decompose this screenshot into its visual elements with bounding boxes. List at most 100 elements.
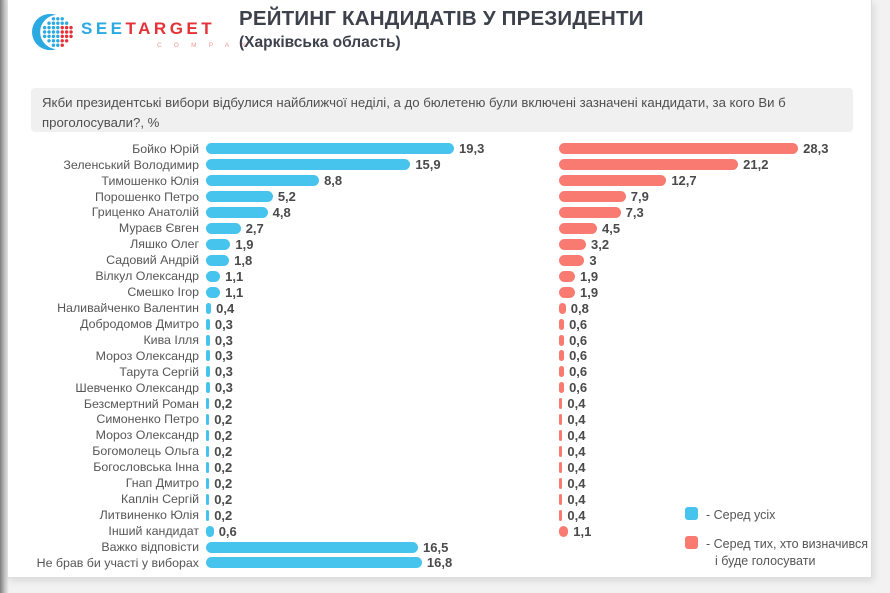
value-label-all: 0,2	[214, 396, 233, 412]
bar-cell-all: 0,4	[206, 302, 559, 315]
chart-row: Вілкул Олександр 1,1 1,9	[31, 268, 853, 284]
chart-row: Тарута Сергій 0,3 0,6	[31, 364, 853, 380]
survey-question: Якби президентські вибори відбулися найб…	[31, 88, 853, 132]
legend-label-decided: - Серед тих, хто визначився і буде голос…	[706, 536, 868, 569]
bar-cell-decided: 7,3	[559, 206, 853, 219]
bar-all	[206, 143, 454, 155]
logo-company-text: C O M P A N Y	[157, 42, 268, 49]
bar-cell-all: 0,2	[206, 429, 559, 442]
value-label-decided: 0,4	[567, 491, 586, 507]
chart-legend: - Серед усіх - Серед тих, хто визначився…	[685, 507, 871, 582]
bar-cell-decided: 0,4	[559, 413, 853, 426]
bar-cell-all: 0,2	[206, 509, 559, 522]
value-label-decided: 4,5	[602, 221, 621, 237]
candidate-label: Вілкул Олександр	[95, 269, 199, 284]
bar-all	[206, 557, 422, 569]
bar-cell-decided: 1,9	[559, 270, 853, 283]
bar-cell-all: 1,8	[206, 254, 559, 267]
bar-all	[206, 509, 210, 521]
bar-all	[206, 350, 210, 362]
bar-all	[206, 445, 210, 457]
candidate-label: Не брав би участі у виборах	[36, 555, 199, 570]
chart-row: Гнап Дмитро 0,2 0,4	[31, 475, 853, 491]
candidate-label: Мураєв Євген	[118, 221, 199, 236]
bar-all	[206, 270, 221, 282]
value-label-decided: 1,9	[580, 268, 599, 284]
bar-cell-decided: 0,4	[559, 397, 853, 410]
value-label-decided: 0,6	[569, 364, 588, 380]
value-label-decided: 0,6	[569, 316, 588, 332]
candidate-label: Бойко Юрій	[132, 141, 199, 156]
bar-cell-decided: 0,4	[559, 477, 853, 490]
value-label-decided: 0,8	[570, 300, 589, 316]
candidate-label: Кива Ілля	[143, 332, 199, 347]
chart-row: Інший кандидат 0,6 1,1	[31, 523, 853, 539]
bar-decided	[559, 493, 563, 505]
legend-swatch-blue-icon	[685, 507, 698, 520]
bar-cell-all: 1,1	[206, 286, 559, 299]
bar-cell-all: 5,2	[206, 190, 559, 203]
bar-cell-decided: 0,4	[559, 509, 853, 522]
value-label-all: 0,2	[214, 475, 233, 491]
value-label-all: 4,8	[272, 205, 291, 221]
bar-cell-decided: 0,6	[559, 318, 853, 331]
chart-row: Каплін Сергій 0,2 0,4	[31, 491, 853, 507]
bar-cell-all: 0,2	[206, 413, 559, 426]
bar-cell-all: 4,8	[206, 206, 559, 219]
value-label-decided: 7,3	[625, 205, 644, 221]
value-label-decided: 0,4	[567, 428, 586, 444]
bar-decided	[559, 302, 566, 314]
candidate-label: Зеленський Володимир	[63, 157, 199, 172]
bar-decided	[559, 334, 565, 346]
bar-cell-decided: 3	[559, 254, 853, 267]
value-label-all: 0,3	[214, 316, 233, 332]
legend-swatch-red-icon	[685, 536, 698, 550]
bar-all	[206, 366, 210, 378]
value-label-decided: 0,4	[567, 459, 586, 475]
bar-cell-all: 0,2	[206, 493, 559, 506]
value-label-all: 0,3	[214, 380, 233, 396]
bar-decided	[559, 430, 563, 442]
logo-see-text: SEE	[81, 19, 126, 38]
bar-cell-all: 0,2	[206, 477, 559, 490]
chart-row: Садовий Андрій 1,8 3	[31, 252, 853, 268]
value-label-all: 0,2	[214, 428, 233, 444]
candidate-label: Тарута Сергій	[119, 364, 199, 379]
bar-decided	[559, 350, 565, 362]
bar-all	[206, 175, 320, 187]
bar-decided	[559, 238, 587, 250]
value-label-all: 0,2	[214, 412, 233, 428]
candidate-label: Каплін Сергій	[120, 492, 199, 507]
value-label-all: 15,9	[415, 157, 441, 173]
bar-decided	[559, 398, 563, 410]
bar-cell-all: 1,9	[206, 238, 559, 251]
bar-cell-decided: 0,4	[559, 429, 853, 442]
bar-decided	[559, 318, 565, 330]
chart-rows: Бойко Юрій 19,3 28,3 Зеленський Володимир 15…	[31, 141, 853, 571]
value-label-decided: 3	[589, 252, 597, 268]
chart-row: Добродомов Дмитро 0,3 0,6	[31, 316, 853, 332]
bar-cell-decided: 28,3	[559, 142, 853, 155]
value-label-decided: 0,6	[569, 332, 588, 348]
legend-item-all: - Серед усіх	[685, 507, 871, 523]
value-label-all: 1,1	[225, 284, 244, 300]
bar-all	[206, 461, 210, 473]
chart-row: Богословська Інна 0,2 0,4	[31, 459, 853, 475]
bar-cell-decided: 0,6	[559, 334, 853, 347]
candidate-label: Наливайченко Валентин	[57, 300, 199, 315]
value-label-decided: 1,9	[580, 284, 599, 300]
page-title: РЕЙТИНГ КАНДИДАТІВ У ПРЕЗИДЕНТИ	[239, 7, 644, 30]
candidate-label: Мороз Олександр	[95, 428, 199, 443]
bar-cell-all: 16,8	[206, 556, 559, 569]
bar-all	[206, 286, 221, 298]
value-label-all: 0,3	[214, 348, 233, 364]
bar-decided	[559, 525, 569, 537]
chart-row: Зеленський Володимир 15,9 21,2	[31, 157, 853, 173]
candidate-label: Шевченко Олександр	[75, 380, 199, 395]
bar-decided	[559, 382, 565, 394]
chart-row: Мороз Олександр 0,3 0,6	[31, 348, 853, 364]
bar-cell-all: 0,3	[206, 334, 559, 347]
legend-label-all: - Серед усіх	[706, 508, 776, 522]
bar-decided	[559, 191, 626, 203]
bar-cell-decided: 12,7	[559, 174, 853, 187]
